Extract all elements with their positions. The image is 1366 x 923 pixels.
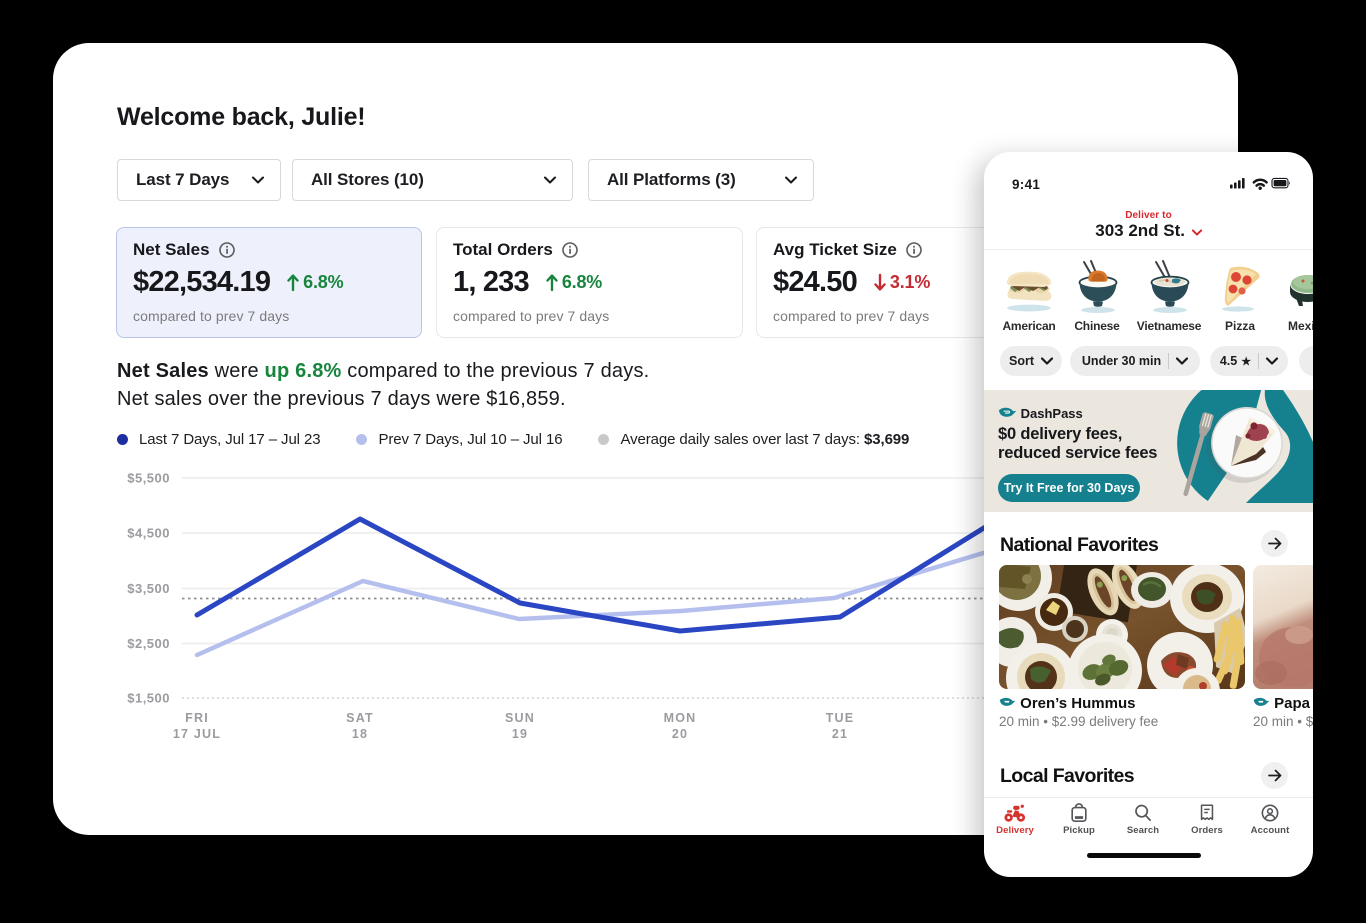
svg-text:$2,500: $2,500	[127, 636, 170, 651]
svg-text:$4,500: $4,500	[127, 526, 170, 541]
svg-text:17 JUL: 17 JUL	[173, 727, 221, 741]
svg-text:21: 21	[832, 727, 848, 741]
svg-text:$1,500: $1,500	[127, 691, 170, 706]
svg-text:19: 19	[512, 727, 528, 741]
svg-text:20: 20	[672, 727, 688, 741]
svg-text:$3,500: $3,500	[127, 581, 170, 596]
svg-text:SAT: SAT	[346, 711, 374, 725]
svg-text:MON: MON	[664, 711, 697, 725]
svg-text:$5,500: $5,500	[127, 471, 170, 486]
svg-text:18: 18	[352, 727, 368, 741]
svg-text:FRI: FRI	[185, 711, 209, 725]
svg-text:TUE: TUE	[826, 711, 855, 725]
svg-text:SUN: SUN	[505, 711, 535, 725]
